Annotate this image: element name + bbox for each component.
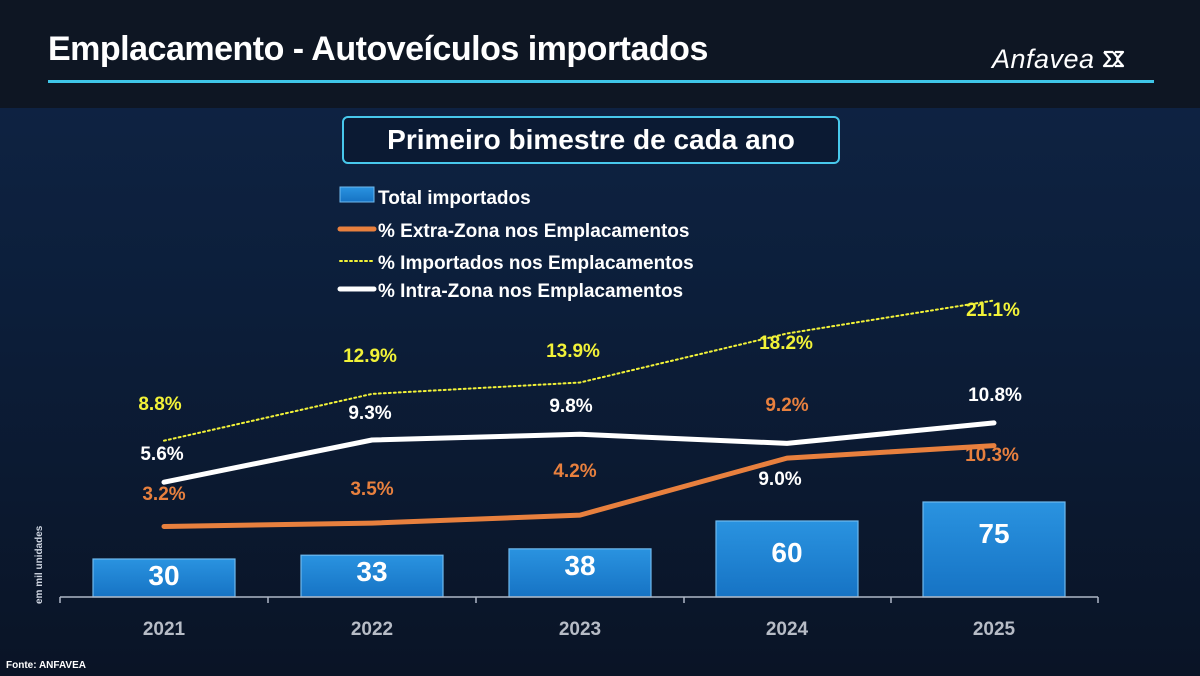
line-value-label: 21.1% (966, 300, 1020, 321)
bar-value-label: 30 (148, 560, 179, 591)
bar-2023 (508, 548, 652, 598)
line-value-label: 13.9% (546, 341, 600, 362)
bar-value-label: 60 (771, 537, 802, 568)
legend-label-series: % Extra-Zona nos Emplacamentos (378, 221, 689, 242)
bar-value-label: 75 (978, 518, 1009, 549)
x-tick-label: 2021 (143, 619, 186, 640)
line-value-label: 5.6% (140, 444, 183, 465)
series-line-0 (161, 443, 997, 529)
line-value-label: 18.2% (759, 333, 813, 354)
source-note: Fonte: ANFAVEA (6, 660, 86, 671)
line-value-label: 9.3% (348, 403, 391, 424)
bar-2024 (715, 520, 859, 598)
x-tick-label: 2023 (559, 619, 601, 640)
lines-layer (161, 299, 997, 529)
title-underline (48, 80, 1154, 83)
x-tick-label: 2025 (973, 619, 1016, 640)
legend-label-series: % Intra-Zona nos Emplacamentos (378, 281, 683, 302)
bar-2021 (92, 558, 236, 598)
line-value-label: 10.8% (968, 385, 1022, 406)
line-value-label: 10.3% (965, 445, 1019, 466)
bars-layer (92, 501, 1066, 598)
legend: Total importados % Extra-Zona nos Emplaca… (337, 186, 694, 302)
x-axis: 2021 2022 2023 2024 2025 (59, 596, 1099, 640)
legend-swatch-bars (339, 186, 375, 203)
bar-2025 (922, 501, 1066, 598)
line-value-label: 12.9% (343, 346, 397, 367)
x-tick-label: 2022 (351, 619, 393, 640)
series-line-1 (163, 299, 995, 442)
brand-logo: Anfavea (992, 42, 1127, 76)
line-value-label: 4.2% (553, 461, 596, 482)
line-value-label: 3.5% (350, 479, 393, 500)
bar-value-label: 38 (564, 550, 595, 581)
legend-label-bars: Total importados (378, 188, 531, 209)
page-title: Emplacamento - Autoveículos importados (48, 30, 708, 68)
line-value-label: 3.2% (142, 484, 185, 505)
line-value-label: 8.8% (138, 394, 181, 415)
bar-2022 (300, 554, 444, 598)
anfavea-emblem-icon (1102, 50, 1124, 68)
legend-label-series: % Importados nos Emplacamentos (378, 253, 694, 274)
y-axis-label: em mil unidades (34, 525, 45, 604)
x-tick-label: 2024 (766, 619, 809, 640)
bar-value-label: 33 (356, 556, 387, 587)
chart-subtitle: Primeiro bimestre de cada ano (342, 116, 840, 164)
line-value-label: 9.8% (549, 396, 592, 417)
line-value-label: 9.2% (765, 395, 808, 416)
header-bar (0, 0, 1200, 108)
series-line-2 (161, 420, 997, 485)
line-value-label: 9.0% (758, 469, 801, 490)
data-labels: 30 33 38 60 75 3.2% 3.5% 4.2% 9.2% 10.3% 8.8% 12.9%… (138, 300, 1022, 591)
logo-text: Anfavea (992, 43, 1095, 74)
